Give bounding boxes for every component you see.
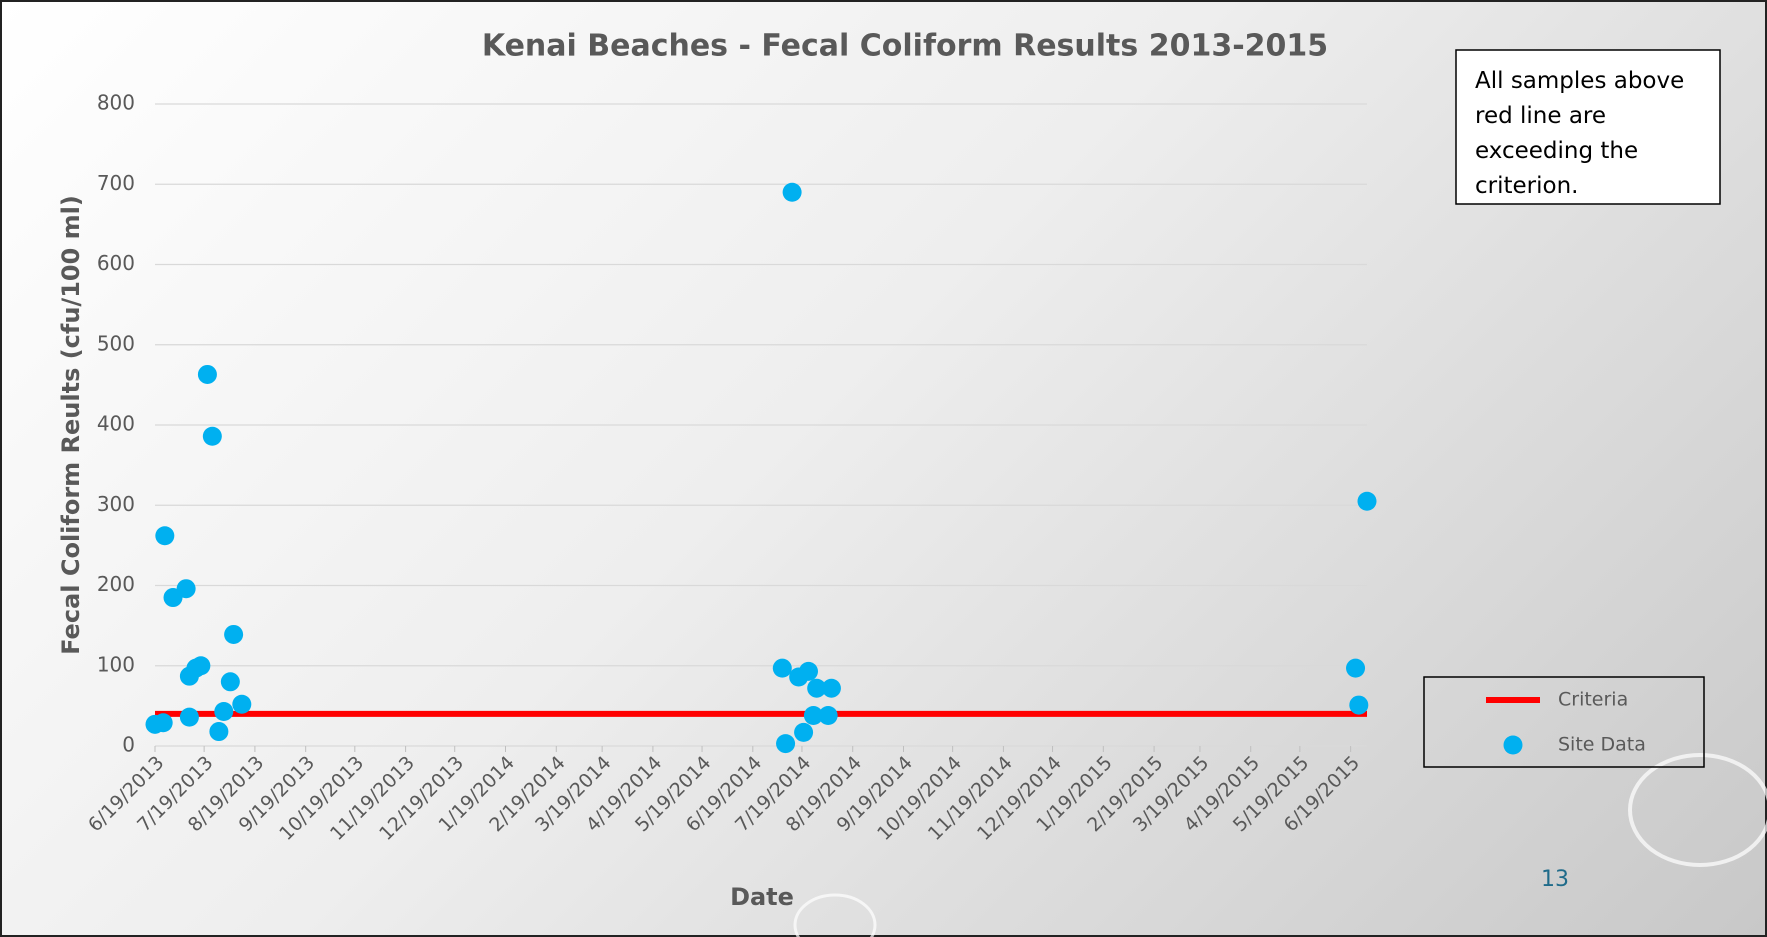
water-drop [1628, 753, 1767, 867]
data-point [214, 701, 234, 721]
y-tick-label: 0 [122, 733, 135, 757]
annotation: All samples above red line are exceeding… [1475, 68, 1685, 199]
data-point [179, 707, 199, 727]
data-point [191, 656, 211, 676]
data-point [782, 182, 802, 202]
legend-label: Criteria [1558, 689, 1628, 711]
legend-label: Site Data [1558, 734, 1646, 756]
annotation-box [1455, 49, 1721, 205]
y-tick-label: 100 [97, 652, 135, 676]
y-tick-label: 700 [97, 171, 135, 195]
y-tick-label: 800 [97, 91, 135, 115]
data-point [232, 694, 252, 714]
legend-swatch [1503, 735, 1523, 755]
data-point [794, 722, 814, 742]
data-point [803, 706, 823, 726]
y-tick-label: 300 [97, 492, 135, 516]
data-point [153, 713, 173, 733]
data-point [220, 672, 240, 692]
data-point [176, 579, 196, 599]
data-point [798, 661, 818, 681]
data-point [821, 678, 841, 698]
water-drop [793, 893, 877, 937]
data-point [772, 658, 792, 678]
y-axis-title: Fecal Coliform Reults (cfu/100 ml) [57, 195, 85, 655]
y-tick-label: 600 [97, 251, 135, 275]
data-point [818, 706, 838, 726]
data-point [1346, 658, 1366, 678]
data-point [197, 364, 217, 384]
data-point [155, 526, 175, 546]
data-point [202, 426, 222, 446]
page-number: 13 [1541, 867, 1569, 892]
x-axis-title: Date [730, 883, 794, 911]
y-tick-label: 200 [97, 572, 135, 596]
y-tick-label: 400 [97, 412, 135, 436]
data-point [209, 722, 229, 742]
data-point [224, 624, 244, 644]
data-point [776, 734, 796, 754]
chart-title: Kenai Beaches - Fecal Coliform Results 2… [482, 29, 1328, 64]
data-point [1349, 695, 1369, 715]
data-point [1357, 491, 1377, 511]
data-point [807, 678, 827, 698]
legend-box [1423, 676, 1705, 768]
y-tick-label: 500 [97, 331, 135, 355]
